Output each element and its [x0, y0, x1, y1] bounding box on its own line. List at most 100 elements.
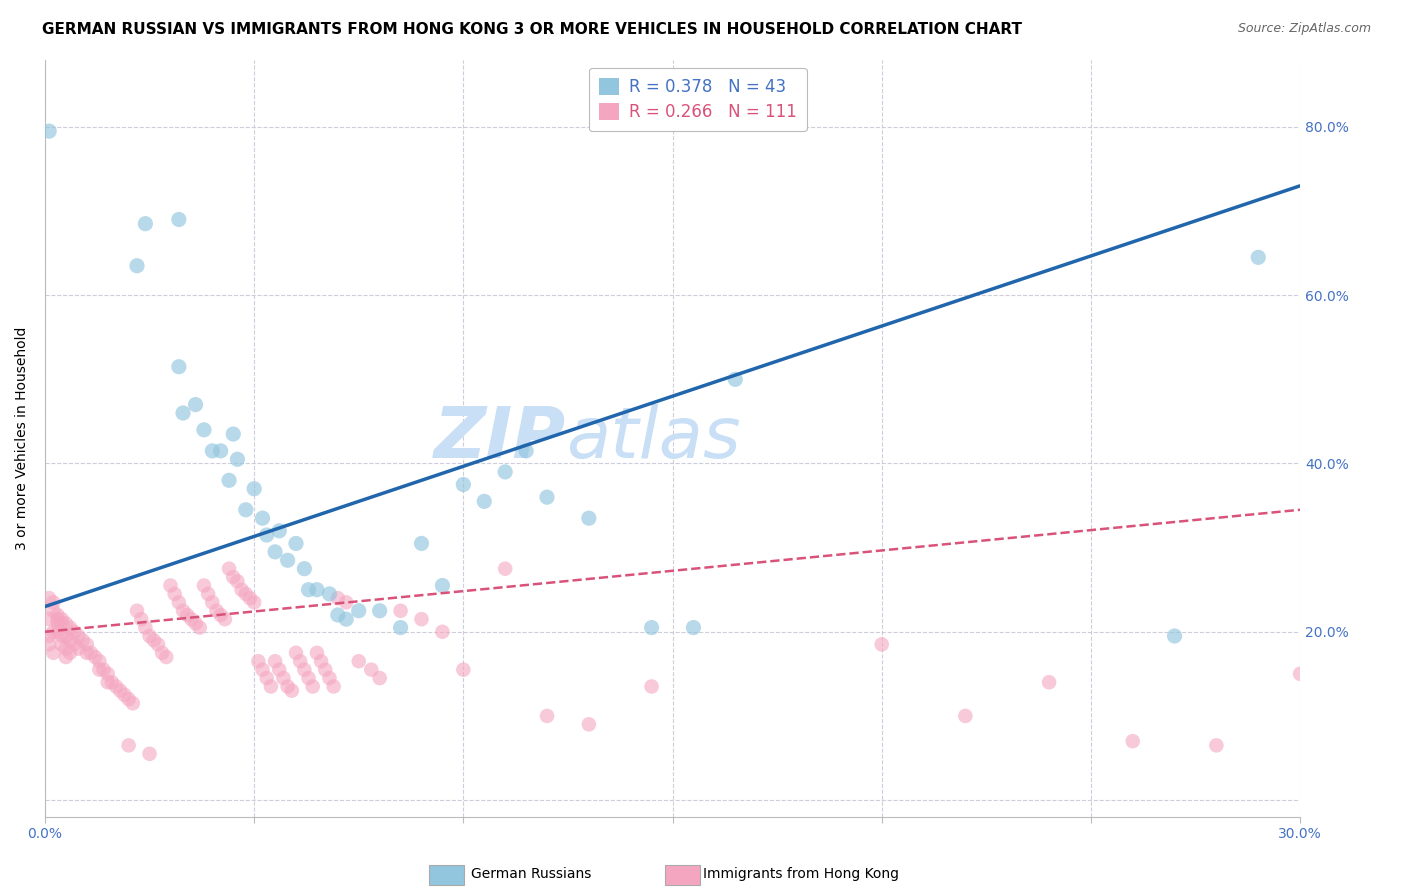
Point	[309, 654, 332, 668]
Point	[281, 683, 304, 698]
Point	[347, 654, 370, 668]
Point	[335, 612, 357, 626]
Point	[134, 621, 156, 635]
Point	[326, 607, 349, 622]
Point	[243, 595, 266, 609]
Point	[89, 654, 111, 668]
Point	[1289, 666, 1312, 681]
Point	[870, 637, 893, 651]
Point	[159, 578, 181, 592]
Point	[188, 621, 211, 635]
Point	[682, 621, 704, 635]
Point	[46, 607, 69, 622]
Point	[494, 465, 516, 479]
Point	[222, 427, 245, 442]
Point	[63, 624, 86, 639]
Point	[38, 637, 60, 651]
Text: atlas: atlas	[565, 404, 741, 473]
Point	[578, 717, 600, 731]
Point	[93, 663, 115, 677]
Point	[322, 680, 344, 694]
Point	[38, 612, 60, 626]
Point	[176, 607, 198, 622]
Point	[97, 675, 120, 690]
Point	[205, 604, 228, 618]
Point	[1247, 250, 1270, 264]
Point	[184, 398, 207, 412]
Point	[256, 528, 278, 542]
Point	[180, 612, 202, 626]
Point	[288, 654, 311, 668]
Point	[318, 671, 340, 685]
Point	[129, 612, 152, 626]
Point	[138, 629, 160, 643]
Point	[46, 612, 69, 626]
Point	[264, 545, 287, 559]
Legend: R = 0.378   N = 43, R = 0.266   N = 111: R = 0.378 N = 43, R = 0.266 N = 111	[589, 68, 807, 131]
Point	[89, 663, 111, 677]
Point	[314, 663, 336, 677]
Point	[292, 562, 315, 576]
Y-axis label: 3 or more Vehicles in Household: 3 or more Vehicles in Household	[15, 326, 30, 550]
Point	[59, 633, 82, 648]
Point	[235, 587, 257, 601]
Point	[226, 574, 249, 589]
Point	[235, 502, 257, 516]
Point	[46, 616, 69, 631]
Point	[67, 641, 90, 656]
Point	[55, 629, 77, 643]
Point	[389, 621, 412, 635]
Text: GERMAN RUSSIAN VS IMMIGRANTS FROM HONG KONG 3 OR MORE VEHICLES IN HOUSEHOLD CORR: GERMAN RUSSIAN VS IMMIGRANTS FROM HONG K…	[42, 22, 1022, 37]
Point	[101, 675, 124, 690]
Point	[347, 604, 370, 618]
Point	[214, 612, 236, 626]
Point	[335, 595, 357, 609]
Point	[243, 482, 266, 496]
Point	[432, 578, 454, 592]
Point	[360, 663, 382, 677]
Point	[264, 654, 287, 668]
Point	[138, 747, 160, 761]
Point	[1205, 739, 1227, 753]
Point	[125, 604, 148, 618]
Point	[42, 604, 65, 618]
Point	[42, 624, 65, 639]
Point	[640, 621, 662, 635]
Point	[163, 587, 186, 601]
Point	[76, 646, 98, 660]
Point	[121, 696, 143, 710]
Point	[167, 595, 190, 609]
Point	[114, 688, 136, 702]
Point	[515, 443, 537, 458]
Point	[536, 490, 558, 504]
Point	[640, 680, 662, 694]
Point	[1163, 629, 1185, 643]
Point	[955, 709, 977, 723]
Point	[38, 629, 60, 643]
Point	[389, 604, 412, 618]
Point	[368, 671, 391, 685]
Point	[72, 633, 94, 648]
Point	[453, 663, 475, 677]
Point	[494, 562, 516, 576]
Point	[260, 680, 283, 694]
Point	[46, 624, 69, 639]
Point	[172, 604, 194, 618]
Point	[142, 633, 165, 648]
Point	[292, 663, 315, 677]
Point	[167, 212, 190, 227]
Point	[105, 680, 128, 694]
Point	[453, 477, 475, 491]
Point	[51, 612, 73, 626]
Point	[67, 629, 90, 643]
Point	[432, 624, 454, 639]
Point	[256, 671, 278, 685]
Point	[297, 582, 319, 597]
Point	[252, 663, 274, 677]
Point	[51, 616, 73, 631]
Text: Immigrants from Hong Kong: Immigrants from Hong Kong	[703, 867, 898, 881]
Point	[239, 591, 262, 606]
Point	[184, 616, 207, 631]
Point	[218, 473, 240, 487]
Point	[226, 452, 249, 467]
